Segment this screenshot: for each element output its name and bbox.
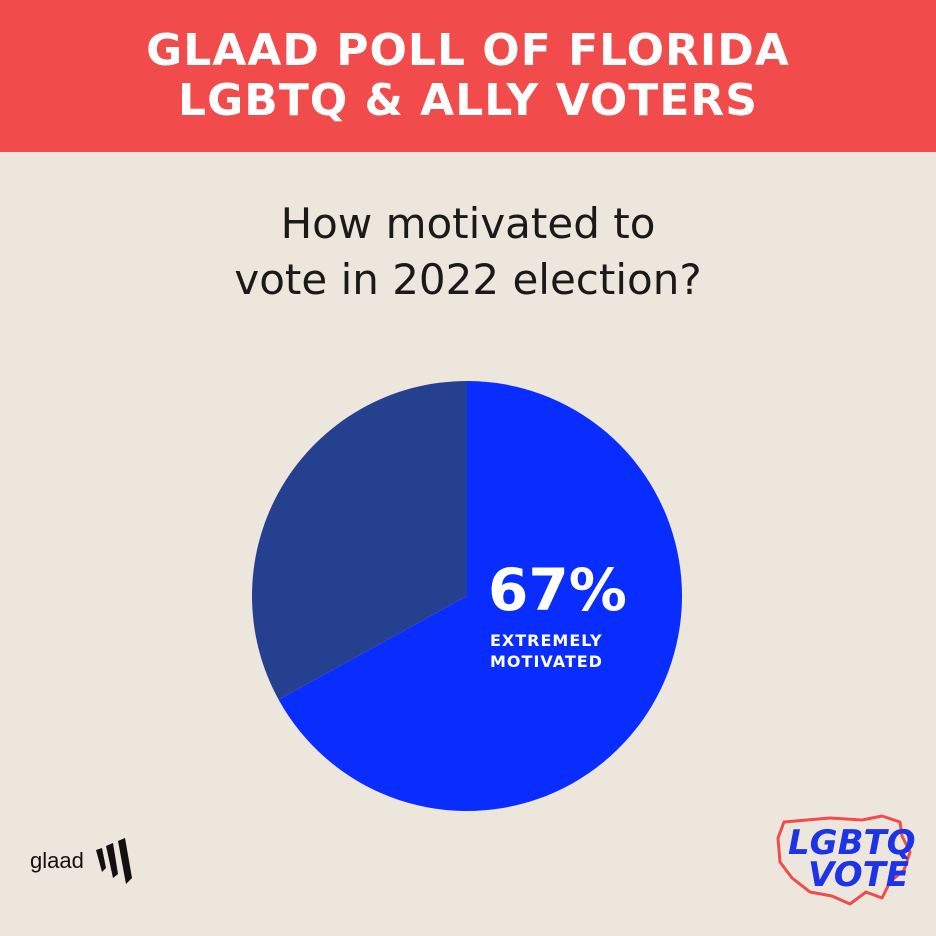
glaad-logo: glaad (30, 838, 140, 884)
pie-slice-label-line1: EXTREMELY (490, 631, 603, 650)
usa-outline-icon (776, 814, 912, 906)
pie-slice-other (252, 381, 467, 700)
header-title-line1: GLAAD POLL OF FLORIDA (146, 25, 790, 76)
header-title-line2: LGBTQ & ALLY VOTERS (178, 75, 758, 126)
badge-line2: VOTE (808, 855, 910, 895)
question-line1: How motivated to (280, 199, 656, 248)
question-line2: vote in 2022 election? (234, 255, 702, 304)
header-banner: GLAAD POLL OF FLORIDA LGBTQ & ALLY VOTER… (0, 0, 936, 152)
pie-slice-extremely-motivated (278, 381, 683, 812)
glaad-logo-text: glaad (30, 848, 84, 873)
pie-slice-label: EXTREMELY MOTIVATED (490, 630, 603, 672)
pie-slice-label-line2: MOTIVATED (490, 652, 603, 671)
lgbtq-vote-badge: LGBTQ VOTE (770, 808, 920, 912)
pie-value-label: 67% (488, 556, 627, 624)
question-text: How motivated to vote in 2022 election? (0, 196, 936, 308)
badge-line1: LGBTQ (788, 823, 916, 863)
glaad-wave-icon (95, 838, 132, 884)
